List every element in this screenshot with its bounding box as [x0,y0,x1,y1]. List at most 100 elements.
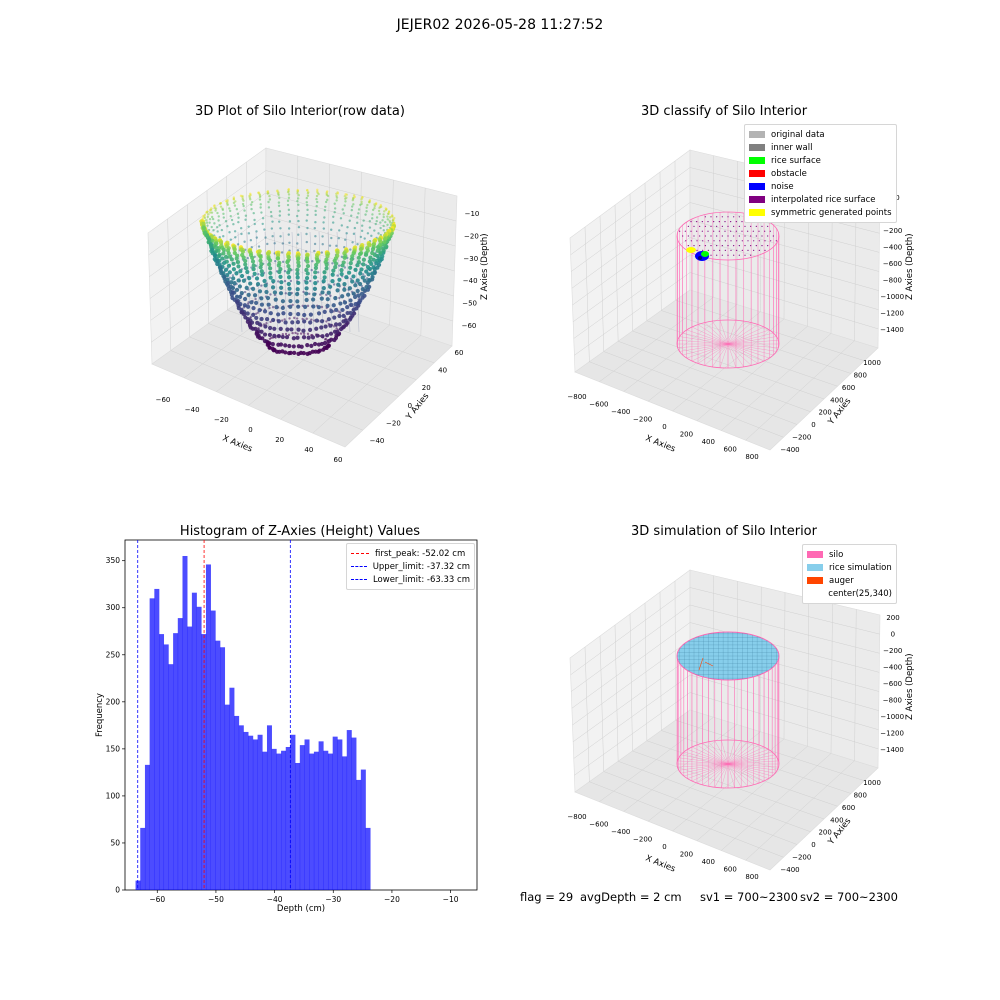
histogram-bar [295,763,300,890]
legend-color-swatch [749,196,765,203]
raw-x-tick-label: 40 [304,446,313,454]
classify-z-tick-label: −600 [883,260,902,268]
simulation-y-tick-label: −400 [780,866,799,874]
classify-y-tick-label: 0 [811,421,815,429]
histogram-x-tick-label: −40 [267,895,283,904]
simulation-y-tick-label: 600 [842,804,855,812]
simulation-x-tick-label: 800 [745,873,758,881]
histogram-bar [328,754,333,890]
histogram-y-tick-label: 300 [106,603,121,612]
legend-label: Lower_limit: -63.33 cm [373,575,470,585]
simulation-x-tick-label: −800 [567,813,586,821]
legend-color-swatch [749,183,765,190]
raw-y-tick-label: −40 [370,437,385,445]
histogram-bar [361,770,366,890]
simulation-z-tick-label: 0 [891,631,895,639]
legend-entry: interpolated rice surface [749,193,892,206]
histogram-bar [145,765,150,890]
simulation-z-axis-label: Z Axies (Depth) [905,653,915,720]
simulation-y-tick-label: 800 [854,791,867,799]
classify-x-tick-label: 200 [680,431,693,439]
histogram-y-axis-label: Frequency [95,693,105,737]
histogram-bar [173,633,178,890]
histogram-bar [337,739,342,890]
legend-entry: symmetric generated points [749,206,892,219]
histogram-bar [356,780,361,890]
legend-entry: noise [749,180,892,193]
classify-z-tick-label: −1000 [880,293,904,301]
simulation-z-tick-label: −400 [883,664,902,672]
simulation-x-tick-label: −400 [611,828,630,836]
sv2-status: sv2 = 700~2300 [800,890,898,904]
legend-color-swatch [749,157,765,164]
histogram-bar [323,751,328,890]
histogram-bar [140,828,145,890]
classify-legend: original data inner wall rice surface obsta… [744,124,897,223]
raw-x-tick-label: 20 [275,436,284,444]
simulation-z-tick-label: −1400 [880,746,904,754]
legend-label: inner wall [771,143,812,153]
histogram-bar [168,664,173,890]
raw-x-tick-label: 0 [248,426,252,434]
simulation-z-tick-label: −600 [883,680,902,688]
histogram-legend-entry: Upper_limit: -37.32 cm [351,560,470,573]
histogram-bar [300,745,305,890]
histogram-chart: −60 −50 −40 −30 −20 −10 050100150200250300350 [106,540,477,904]
histogram-bar [253,739,258,890]
histogram-bar [178,618,183,890]
legend-line-swatch [351,553,369,554]
classify-x-tick-label: 0 [662,423,666,431]
histogram-bar [182,556,187,890]
raw-y-tick-label: 60 [455,349,464,357]
raw-z-tick-label: −30 [463,255,478,263]
histogram-bar [319,741,324,890]
classify-z-tick-label: −1200 [880,310,904,318]
raw-x-tick-label: 60 [334,456,343,464]
histogram-x-tick-label: −60 [149,895,165,904]
simulation-z-tick-label: −800 [883,697,902,705]
simulation-z-tick-label: −1200 [880,730,904,738]
legend-label: auger [829,576,854,586]
legend-color-swatch [807,577,823,584]
legend-label: center(25,340) [828,589,892,599]
histogram-bar [197,607,202,890]
histogram-x-tick-label: −30 [325,895,341,904]
legend-entry: original data [749,128,892,141]
histogram-bar [234,716,239,890]
histogram-bar [229,688,234,890]
histogram-y-tick-label: 50 [110,838,120,847]
classify-x-tick-label: 600 [723,446,736,454]
histogram-x-axis-label: Depth (cm) [277,904,325,914]
histogram-bar [154,589,159,890]
histogram-bar [276,754,281,890]
classify-z-tick-label: −200 [883,227,902,235]
histogram-y-tick-label: 200 [106,697,121,706]
legend-entry: obstacle [749,167,892,180]
histogram-bar [342,756,347,890]
simulation-z-tick-label: 200 [886,614,899,622]
histogram-bar [305,739,310,890]
classify-y-tick-label: 800 [854,371,867,379]
classify-z-axis-label: Z Axies (Depth) [905,233,915,300]
raw-z-tick-label: −50 [462,300,477,308]
raw-z-tick-label: −60 [462,322,477,330]
legend-label: Upper_limit: -37.32 cm [373,562,470,572]
legend-color-swatch [807,564,823,571]
legend-color-swatch [807,590,822,597]
simulation-y-tick-label: 1000 [863,779,881,787]
legend-label: symmetric generated points [771,208,892,218]
classify-x-tick-label: 800 [745,453,758,461]
raw-z-axis-label: Z Axies (Depth) [480,233,490,300]
classify-x-axis-label: X Axies [644,434,677,455]
histogram-legend: first_peak: -52.02 cm Upper_limit: -37.32… [346,543,475,590]
raw-x-tick-label: −20 [214,416,229,424]
raw-x-tick-label: −40 [185,406,200,414]
histogram-bar [164,644,169,890]
raw-y-tick-label: −20 [386,419,401,427]
histogram-bar [351,738,356,890]
avg-depth-status: avgDepth = 2 cm [580,890,682,904]
classify-z-tick-label: −800 [883,277,902,285]
simulation-legend: silo rice simulation auger center(25,340) [802,544,897,604]
classify-y-tick-label: 1000 [863,359,881,367]
histogram-y-tick-label: 350 [106,556,121,565]
